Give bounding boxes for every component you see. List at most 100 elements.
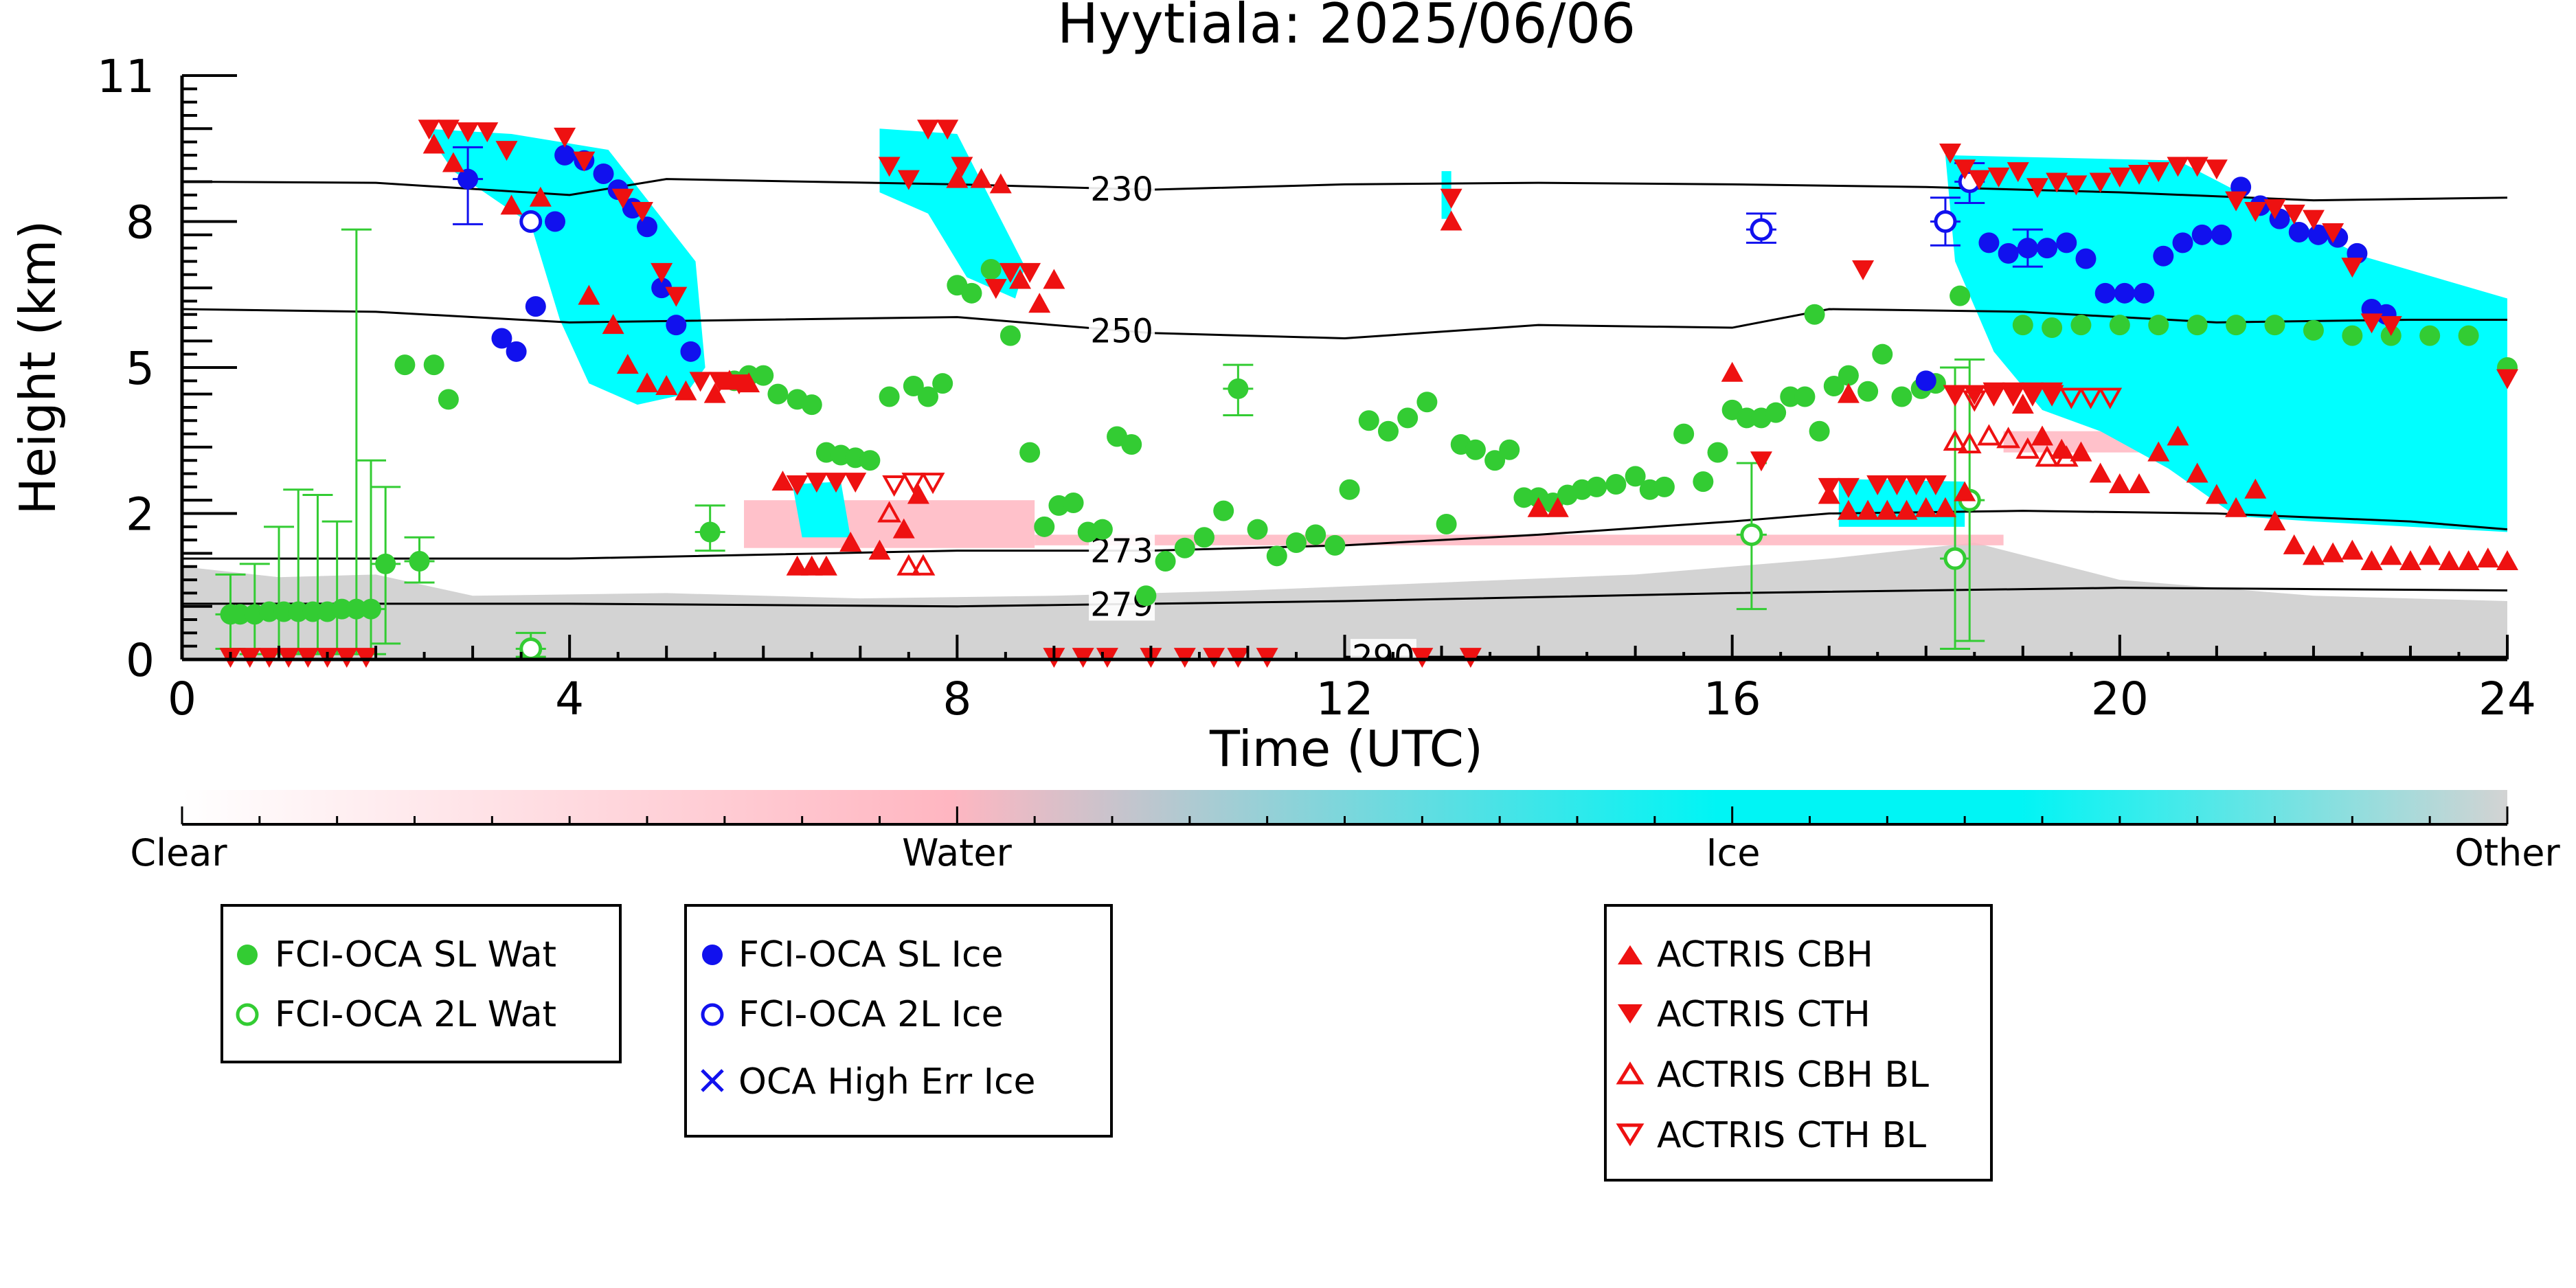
point-actris-cbh-61	[2476, 547, 2499, 568]
point-actris-cth-67	[1837, 477, 1860, 498]
point-actris-cbh-21	[946, 168, 969, 188]
point-actris-cth-53	[2225, 191, 2248, 212]
point-fci-oca-sl-wat-75	[1693, 471, 1714, 493]
point-fci-oca-sl-wat-29	[918, 386, 939, 407]
colorbar-label-water: Water	[902, 831, 1012, 874]
point-actris-cbh-17	[839, 532, 862, 552]
point-actris-cbh-55	[2360, 550, 2383, 571]
point-actris-cbh-52	[2302, 545, 2325, 565]
point-fci-oca-sl-wat-19	[753, 365, 774, 386]
point-actris-cbh-49	[2244, 478, 2267, 499]
y-tick-label-2: 2	[126, 488, 155, 541]
point-fci-oca-sl-wat-95	[2070, 315, 2092, 336]
point-fci-oca-sl-wat-102	[2342, 325, 2363, 346]
isotherm-273	[182, 510, 2507, 560]
x-tick-label-20: 20	[2091, 673, 2149, 725]
point-fci-oca-sl-ice-14	[1915, 370, 1936, 392]
point-actris-cth-52	[2205, 159, 2228, 180]
point-actris-cbh-bl-2	[911, 554, 936, 576]
point-fci-oca-sl-wat-76	[1707, 442, 1728, 463]
point-actris-cbh-46	[2186, 462, 2208, 483]
point-actris-cth-55	[2263, 199, 2286, 220]
legend-label-sl-ice: FCI-OCA SL Ice	[738, 934, 1004, 975]
point-actris-cbh-36	[1954, 481, 1976, 501]
point-actris-cbh-62	[2496, 550, 2518, 571]
ice-class-region-0	[424, 128, 705, 405]
point-fci-oca-sl-wat-34	[999, 325, 1021, 346]
point-actris-cth-47	[2108, 167, 2131, 188]
point-fci-oca-2l-ice-1	[1750, 218, 1773, 241]
point-actris-cth-5	[554, 127, 576, 148]
point-actris-cbh-65	[1837, 383, 1860, 403]
ice-class-region-2	[792, 482, 851, 538]
point-fci-oca-sl-wat-8	[331, 598, 352, 620]
point-fci-oca-sl-ice-20	[2075, 248, 2097, 269]
point-actris-cbh-bl-4	[1957, 431, 1982, 454]
point-fci-oca-sl-wat-80	[1765, 402, 1787, 423]
point-actris-cth-24	[999, 262, 1021, 283]
chart-title: Hyytiala: 2025/06/06	[1057, 0, 1636, 56]
point-actris-cbh-0	[422, 133, 445, 154]
axes: 0 4 8 12 16 20 24 0 2 5 8 11	[97, 50, 2536, 725]
point-actris-cbh-51	[2283, 534, 2305, 554]
point-actris-cbh-bl-5	[1977, 424, 2001, 446]
point-fci-oca-sl-wat-63	[1499, 439, 1520, 460]
point-actris-cth-20	[917, 120, 940, 140]
isotherm-label-250: 250	[1090, 312, 1153, 350]
point-fci-oca-sl-wat-93	[2012, 315, 2033, 336]
point-actris-cbh-2	[500, 194, 523, 215]
point-actris-cbh-bl-9	[2054, 445, 2079, 467]
point-actris-cbh-bl-6	[1996, 427, 2021, 449]
point-actris-cth-46	[2089, 172, 2112, 193]
point-fci-oca-sl-wat-55	[1358, 410, 1379, 431]
point-fci-oca-sl-wat-88	[1891, 386, 1912, 407]
point-fci-oca-sl-wat-47	[1213, 500, 1234, 521]
point-actris-cth-6	[573, 151, 596, 172]
point-fci-oca-sl-wat-6	[302, 601, 324, 622]
point-actris-cth-bl-10	[2079, 387, 2103, 409]
point-actris-cth-70	[1905, 475, 1928, 495]
point-actris-cth-57	[2302, 210, 2325, 230]
point-actris-cbh-19	[892, 518, 915, 539]
point-fci-oca-sl-wat-54	[1339, 479, 1360, 500]
colorbar-label-other: Other	[2454, 831, 2560, 874]
point-fci-oca-sl-wat-83	[1809, 420, 1830, 442]
point-fci-oca-2l-ice-0	[519, 210, 543, 233]
isotherm-250	[182, 308, 2507, 340]
point-fci-oca-sl-wat-4	[273, 601, 295, 622]
point-fci-oca-sl-wat-42	[1121, 434, 1142, 455]
legend-marker-cbh-bl	[1616, 1061, 1645, 1085]
point-actris-cth-21	[936, 120, 959, 140]
isotherm-label-bg-250	[1089, 313, 1155, 348]
point-fci-oca-sl-wat-15	[438, 389, 459, 410]
y-tick-label-0: 0	[126, 634, 155, 687]
point-actris-cth-15	[805, 473, 828, 493]
point-fci-oca-sl-ice-13	[680, 341, 701, 362]
point-fci-oca-sl-wat-5	[288, 601, 309, 622]
point-actris-cth-50	[2167, 157, 2189, 177]
point-fci-oca-sl-wat-70	[1605, 474, 1627, 495]
point-fci-oca-sl-ice-32	[2307, 224, 2329, 245]
point-fci-oca-sl-wat-73	[1653, 476, 1675, 497]
point-fci-oca-sl-wat-99	[2226, 315, 2247, 336]
point-actris-cth-38	[1939, 144, 1962, 164]
point-actris-cth-7	[611, 188, 634, 209]
point-actris-cth-17	[844, 473, 867, 493]
legend-marker-cth-bl	[1616, 1123, 1645, 1146]
point-actris-cth-bl-9	[2059, 387, 2083, 409]
point-fci-oca-sl-wat-81	[1780, 386, 1801, 407]
point-fci-oca-sl-wat-13	[409, 551, 430, 572]
legend-actris-frame	[1604, 904, 1993, 1182]
point-fci-oca-sl-wat-69	[1586, 476, 1607, 497]
point-actris-cth-71	[1924, 475, 1947, 495]
point-actris-cbh-5	[602, 314, 624, 335]
colorbar-label-ice: Ice	[1706, 831, 1761, 874]
point-actris-cbh-6	[616, 354, 639, 374]
point-actris-cth-59	[2341, 258, 2364, 278]
series-fci-oca-2l-ice	[519, 170, 1981, 241]
point-actris-cbh-12	[738, 372, 760, 393]
point-actris-cth-49	[2147, 162, 2170, 183]
point-actris-cth-bl-11	[2098, 387, 2123, 409]
point-fci-oca-sl-wat-35	[1019, 442, 1041, 463]
point-actris-cbh-26	[1043, 269, 1065, 289]
